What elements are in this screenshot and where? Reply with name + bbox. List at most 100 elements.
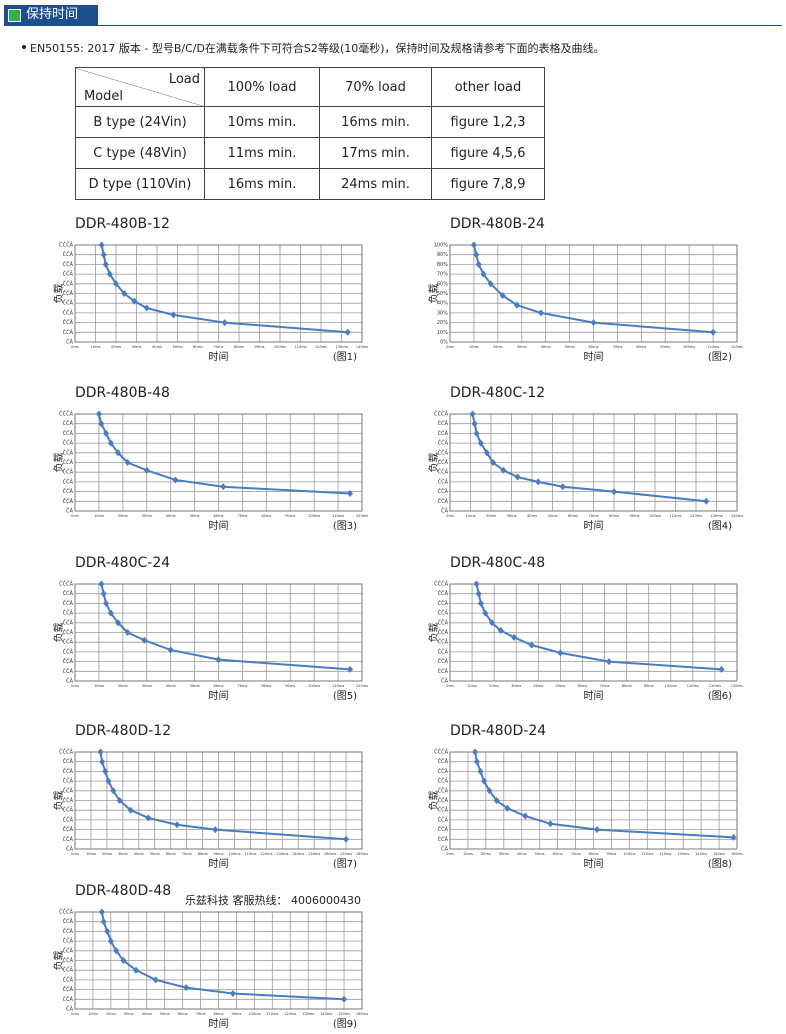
x-tick-label: 60ms xyxy=(214,684,224,688)
x-tick-label: 120ms xyxy=(659,852,671,856)
x-tick-label: 10ms xyxy=(86,852,96,856)
cell: C type (48Vin) xyxy=(75,137,205,169)
section-header: 保持时间 xyxy=(4,5,98,25)
figure-label: (图4) xyxy=(708,520,732,532)
y-axis-label: 负载 xyxy=(52,951,65,971)
y-tick-label: ČČÄ xyxy=(63,797,74,804)
x-tick-label: 0ms xyxy=(71,852,79,856)
y-axis-label: 负载 xyxy=(427,453,440,473)
x-tick-label: 90ms xyxy=(606,852,616,856)
y-tick-label: ČČÄ xyxy=(438,826,449,833)
y-tick-label: ČČÄ xyxy=(63,986,74,993)
x-tick-label: 90ms xyxy=(644,684,654,688)
x-tick-label: 120ms xyxy=(731,345,743,349)
y-tick-label: ČČÄ xyxy=(438,420,449,427)
data-point xyxy=(143,466,150,474)
chart-title: DDR-480C-12 xyxy=(450,385,545,401)
data-point xyxy=(113,280,119,288)
x-tick-label: 130ms xyxy=(677,852,689,856)
x-tick-label: 120ms xyxy=(690,514,702,518)
y-tick-label: ČÄ xyxy=(66,846,73,853)
y-axis-label: 负载 xyxy=(427,623,440,643)
x-tick-label: 50ms xyxy=(173,345,183,349)
data-line xyxy=(474,751,734,839)
x-tick-label: 110ms xyxy=(332,514,344,518)
y-tick-label: ČČÄ xyxy=(63,758,74,765)
y-tick-label: ČČÄ xyxy=(63,816,74,823)
data-point xyxy=(127,806,134,814)
y-tick-label: ČČÄ xyxy=(63,938,74,945)
chart-title: DDR-480B-24 xyxy=(450,216,545,232)
data-point xyxy=(477,767,484,775)
y-tick-label: ČÄ xyxy=(66,678,73,685)
data-point xyxy=(95,410,102,418)
y-tick-label: ČÄ xyxy=(66,339,73,346)
x-tick-label: 70ms xyxy=(589,514,599,518)
x-tick-label: 120ms xyxy=(284,1012,296,1016)
x-tick-label: 10ms xyxy=(466,514,476,518)
x-tick-label: 50ms xyxy=(150,852,160,856)
x-tick-label: 50ms xyxy=(535,852,545,856)
data-line xyxy=(471,413,707,503)
y-tick-label: ČČÄ xyxy=(438,648,449,655)
x-tick-label: 80ms xyxy=(636,345,646,349)
x-tick-label: 170ms xyxy=(340,852,352,856)
x-tick-label: 0ms xyxy=(446,345,454,349)
data-point xyxy=(500,466,507,474)
y-tick-label: 10% xyxy=(437,330,448,336)
data-point xyxy=(172,476,179,484)
data-point xyxy=(499,291,506,299)
data-point xyxy=(100,590,107,598)
y-tick-label: ČČÄ xyxy=(63,967,74,974)
data-point xyxy=(98,908,105,916)
chart-title: DDR-480C-24 xyxy=(75,555,170,571)
data-point xyxy=(105,777,112,785)
x-tick-label: 60ms xyxy=(193,345,203,349)
y-tick-label: ČČÄ xyxy=(63,449,74,456)
data-point xyxy=(116,797,123,804)
x-tick-label: 10ms xyxy=(88,1012,98,1016)
x-tick-label: 80ms xyxy=(261,514,271,518)
corner-cell: Load Model xyxy=(75,67,205,107)
cell: figure 7,8,9 xyxy=(431,168,545,200)
x-axis-label: 时间 xyxy=(209,1017,229,1030)
x-tick-label: 100ms xyxy=(683,345,695,349)
figure-label: (图1) xyxy=(333,351,357,363)
y-tick-label: ČČČÄ xyxy=(59,909,73,916)
x-tick-label: 100ms xyxy=(228,852,240,856)
y-tick-label: ČČÄ xyxy=(63,778,74,785)
x-tick-label: 60ms xyxy=(214,514,224,518)
y-tick-label: ČČÄ xyxy=(63,836,74,843)
y-tick-label: ČČÄ xyxy=(63,600,74,607)
data-point xyxy=(102,767,109,775)
x-tick-label: 0ms xyxy=(446,684,454,688)
x-tick-label: 140ms xyxy=(356,345,368,349)
plot-frame xyxy=(74,244,363,343)
data-point xyxy=(557,649,564,657)
x-tick-label: 110ms xyxy=(332,684,344,688)
y-tick-label: ČČÄ xyxy=(438,807,449,814)
x-tick-label: 20ms xyxy=(106,1012,116,1016)
x-tick-label: 90ms xyxy=(231,1012,241,1016)
data-point xyxy=(141,636,148,644)
y-tick-label: ČČÄ xyxy=(63,261,74,268)
y-tick-label: ČČÄ xyxy=(438,610,449,617)
section-title: 保持时间 xyxy=(26,7,79,22)
data-point xyxy=(718,665,725,673)
x-tick-label: 20ms xyxy=(118,684,128,688)
data-point xyxy=(107,439,114,447)
y-tick-label: ČČČÄ xyxy=(434,581,448,588)
x-tick-label: 90ms xyxy=(255,345,265,349)
data-point xyxy=(477,599,484,607)
y-axis-label: 负载 xyxy=(52,791,65,811)
x-tick-label: 150ms xyxy=(713,852,725,856)
x-tick-label: 130ms xyxy=(335,345,347,349)
data-point xyxy=(605,658,612,666)
data-point xyxy=(611,488,617,496)
x-tick-label: 30ms xyxy=(118,852,128,856)
figure-label: (图8) xyxy=(708,858,732,870)
data-point xyxy=(347,490,354,498)
y-tick-label: ČČÄ xyxy=(63,787,74,794)
